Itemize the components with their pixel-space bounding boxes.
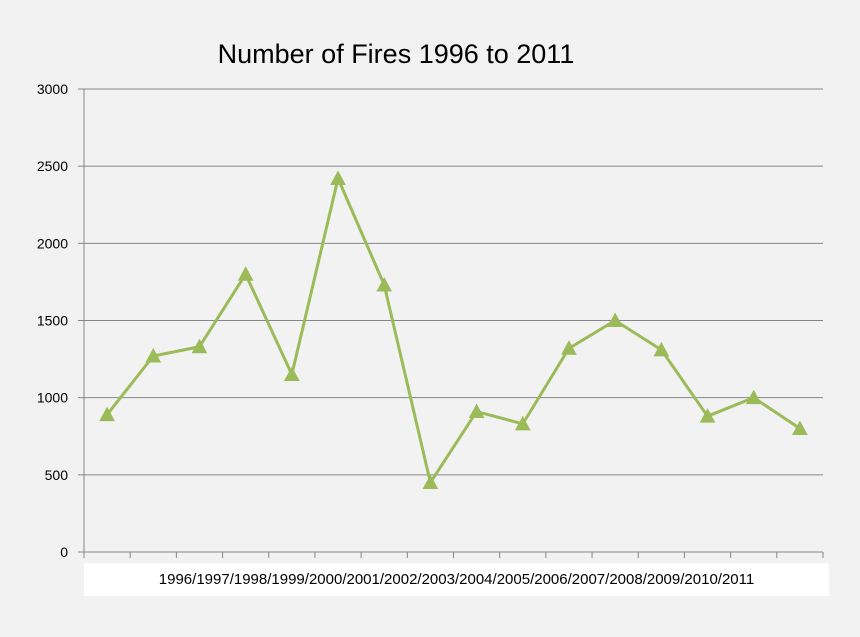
x-tick-label: 2003: [422, 571, 455, 588]
y-tick-label: 1500: [37, 313, 68, 329]
chart-title: Number of Fires 1996 to 2011: [218, 39, 575, 69]
x-tick-label: 2000: [309, 571, 342, 588]
data-point-marker: [145, 347, 162, 363]
x-tick-separator: /: [493, 571, 498, 588]
x-tick-label: 1999: [271, 571, 304, 588]
data-point-marker: [330, 170, 346, 186]
x-tick-separator: /: [455, 571, 460, 588]
data-point-marker: [284, 366, 300, 382]
x-tick-separator: /: [417, 571, 422, 588]
x-tick-label: 2007: [572, 571, 605, 588]
x-tick-separator: /: [342, 571, 347, 588]
x-tick-label: 1996: [159, 571, 192, 588]
x-tick-label: 2001: [347, 571, 380, 588]
x-tick-separator: /: [718, 571, 723, 588]
data-point-marker: [468, 403, 485, 419]
data-point-marker: [745, 389, 762, 405]
series-line: [105, 177, 801, 485]
x-tick-label: 2010: [684, 571, 717, 588]
x-tick-separator: /: [643, 571, 648, 588]
x-tick-label: 2006: [534, 571, 567, 588]
x-tick-separator: /: [230, 571, 235, 588]
y-tick-label: 0: [60, 544, 68, 560]
gridlines: [84, 88, 823, 476]
x-tick-separator: /: [192, 571, 197, 588]
x-tick-separator: /: [380, 571, 385, 588]
x-tick-label: 1997: [196, 571, 229, 588]
data-point-marker: [607, 312, 623, 327]
category-label-band: [84, 563, 829, 596]
data-point-marker: [514, 415, 531, 431]
x-tick-separator: /: [680, 571, 685, 588]
data-point-marker: [191, 338, 208, 354]
data-point-marker: [376, 276, 393, 292]
x-axis-category-labels: 1996/1997/1998/1999/2000/2001/2002/2003/…: [84, 563, 829, 596]
x-tick-label: 2005: [497, 571, 530, 588]
data-point-marker: [653, 341, 670, 357]
x-tick-label: 2009: [647, 571, 680, 588]
data-point-marker: [561, 340, 577, 355]
x-tick-label: 2004: [459, 571, 492, 588]
x-category-labels: 1996/1997/1998/1999/2000/2001/2002/2003/…: [159, 571, 754, 588]
y-tick-label: 2500: [37, 158, 68, 174]
x-tick-separator: /: [305, 571, 310, 588]
y-tick-label: 1000: [37, 390, 68, 406]
data-point-marker: [699, 408, 716, 423]
data-point-marker: [237, 266, 254, 281]
y-axis-tick-labels: 0 500 1000 1500 2000 2500 3000: [37, 81, 68, 560]
data-point-marker: [422, 474, 439, 490]
x-tick-separator: /: [605, 571, 610, 588]
x-tick-separator: /: [530, 571, 535, 588]
axes: [78, 88, 824, 558]
x-tick-label: 2008: [609, 571, 642, 588]
x-tick-label: 1998: [234, 571, 267, 588]
x-tick-separator: /: [267, 571, 272, 588]
x-tick-separator: /: [568, 571, 573, 588]
data-point-marker: [99, 406, 115, 422]
x-tick-label: 2011: [722, 571, 754, 588]
y-tick-label: 2000: [37, 235, 68, 251]
y-tick-label: 3000: [37, 81, 68, 97]
data-point-marker: [792, 420, 808, 436]
series-layer: [99, 170, 808, 490]
x-tick-label: 2002: [384, 571, 417, 588]
y-tick-label: 500: [45, 467, 69, 483]
